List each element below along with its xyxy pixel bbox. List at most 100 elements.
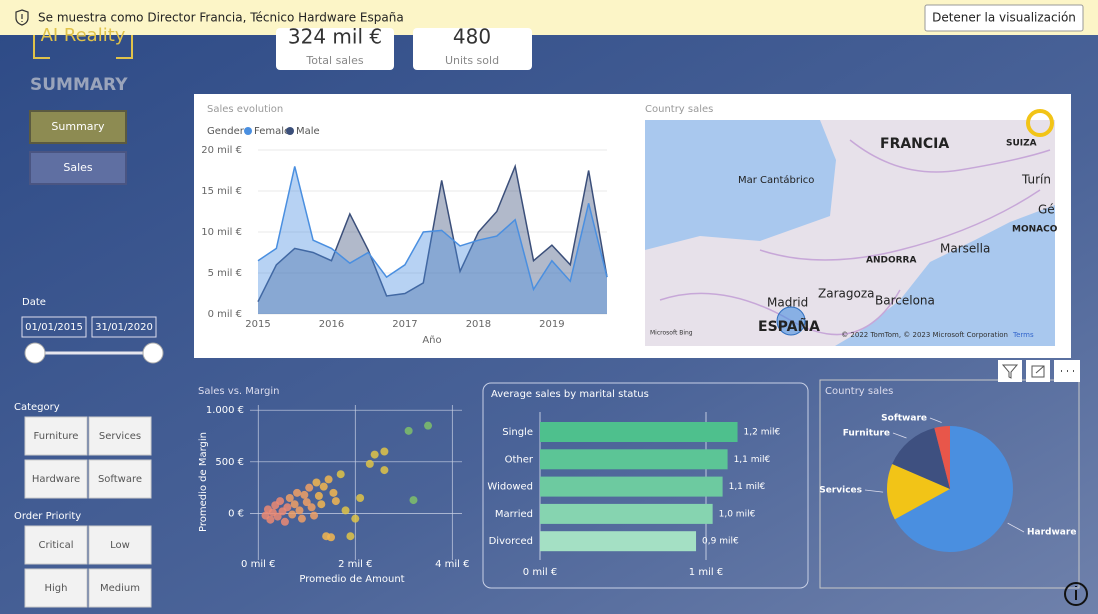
visual-panel [819, 379, 1080, 589]
nav-button[interactable] [29, 110, 127, 144]
map-label: Gé [1038, 203, 1055, 217]
category-label: Widowed [487, 482, 533, 493]
x-tick-label: 0 mil € [523, 567, 557, 578]
slicer-tile[interactable] [24, 525, 88, 565]
slicer-tile[interactable] [88, 416, 152, 456]
slicer-title: Category [14, 402, 60, 413]
y-tick-label: 0 € [228, 509, 244, 520]
x-tick-label: 1 mil € [689, 567, 723, 578]
chart-title: Country sales [825, 386, 893, 397]
map-provider: Microsoft Bing [650, 330, 693, 337]
y-tick-label: 20 mil € [201, 145, 242, 156]
slicer-tile-label[interactable]: Critical [39, 540, 74, 551]
bar [540, 531, 697, 552]
y-tick-label: 0 mil € [208, 309, 242, 320]
slicer-tile[interactable] [24, 459, 88, 499]
x-tick-label: 2015 [245, 319, 270, 330]
value-label: 1,1 mil€ [734, 455, 771, 465]
x-tick-label: 2017 [392, 319, 417, 330]
stop-button-label[interactable]: Detener la visualización [932, 11, 1076, 25]
map-label: Barcelona [875, 294, 935, 308]
kpi-card [413, 28, 532, 70]
pie-label: Software [881, 414, 927, 424]
kpi-card [276, 28, 394, 70]
slicer-tile-label[interactable]: Services [99, 431, 141, 442]
chart-title: Average sales by marital status [491, 389, 649, 400]
map-bubble[interactable] [776, 306, 806, 336]
bar [540, 476, 723, 497]
slicer-tile-label[interactable]: High [45, 583, 68, 594]
scatter-point [293, 488, 302, 497]
slicer-tile[interactable] [88, 568, 152, 608]
legend-marker [244, 127, 252, 135]
scatter-point [346, 532, 355, 541]
slicer-tile-label[interactable]: Hardware [32, 474, 80, 485]
scatter-point [329, 488, 338, 497]
x-axis-label: Promedio de Amount [299, 574, 404, 585]
scatter-point [314, 491, 323, 500]
kpi-value: 480 [453, 25, 491, 49]
filter-icon[interactable] [998, 360, 1022, 382]
scatter-point [280, 517, 289, 526]
legend-label: Female [254, 126, 290, 137]
slicer-tile-label[interactable]: Software [98, 474, 142, 485]
value-label: 0,9 mil€ [702, 537, 739, 547]
slicer-tile[interactable] [88, 525, 152, 565]
leader-line [1007, 522, 1025, 533]
date-input[interactable] [21, 316, 87, 338]
slider-handle[interactable] [24, 342, 46, 364]
banner [0, 0, 1098, 35]
scatter-point [365, 459, 374, 468]
legend-marker [286, 127, 294, 135]
slicer-tile[interactable] [88, 459, 152, 499]
nav-button[interactable] [29, 151, 127, 185]
scatter-point [307, 503, 316, 512]
scatter-point [305, 483, 314, 492]
legend-label: Male [296, 126, 320, 137]
y-tick-label: 500 € [215, 457, 244, 468]
map-label: Madrid [767, 296, 808, 310]
kpi-label: Units sold [445, 54, 499, 67]
map-title: Country sales [645, 104, 713, 115]
scatter-point [319, 482, 328, 491]
map-terms[interactable]: Terms [1012, 331, 1034, 339]
leader-line [864, 489, 884, 493]
scatter-point [424, 421, 433, 430]
logo: AI Reality [41, 25, 126, 46]
map-label: SUIZA [1006, 139, 1037, 149]
stop-button[interactable] [924, 4, 1084, 32]
scatter-point [295, 506, 304, 515]
x-axis-label: Año [422, 335, 441, 346]
info-icon[interactable] [1064, 582, 1088, 606]
date-start[interactable]: 01/01/2015 [25, 322, 83, 333]
banner-message: Se muestra como Director Francia, Técnic… [38, 11, 404, 25]
scatter-point [351, 514, 360, 523]
nav-button-label[interactable]: Sales [63, 161, 93, 174]
slider-handle[interactable] [142, 342, 164, 364]
date-end[interactable]: 31/01/2020 [95, 322, 153, 333]
scatter-point [288, 510, 297, 519]
scatter-point [266, 515, 275, 524]
scatter-point [356, 494, 365, 502]
y-tick-label: 10 mil € [201, 227, 242, 238]
slicer-tile-label[interactable]: Medium [100, 583, 140, 594]
filter-glyph [1001, 364, 1019, 379]
value-label: 1,1 mil€ [729, 482, 766, 492]
map-loading [1026, 109, 1054, 137]
date-input[interactable] [91, 316, 157, 338]
map-label: ANDORRA [866, 256, 916, 266]
leader-line [892, 432, 907, 439]
scatter-point [370, 450, 379, 459]
slicer-tile-label[interactable]: Furniture [34, 431, 79, 442]
slicer-tile-label[interactable]: Low [110, 540, 130, 551]
nav-button-label[interactable]: Summary [51, 120, 105, 133]
slicer-tile[interactable] [24, 416, 88, 456]
x-tick-label: 2018 [466, 319, 491, 330]
slicer-tile[interactable] [24, 568, 88, 608]
area-fill [258, 166, 607, 314]
x-tick-label: 2019 [539, 319, 564, 330]
map-label: Zaragoza [818, 287, 874, 301]
scatter-point [327, 533, 336, 542]
scatter-point [290, 500, 299, 509]
